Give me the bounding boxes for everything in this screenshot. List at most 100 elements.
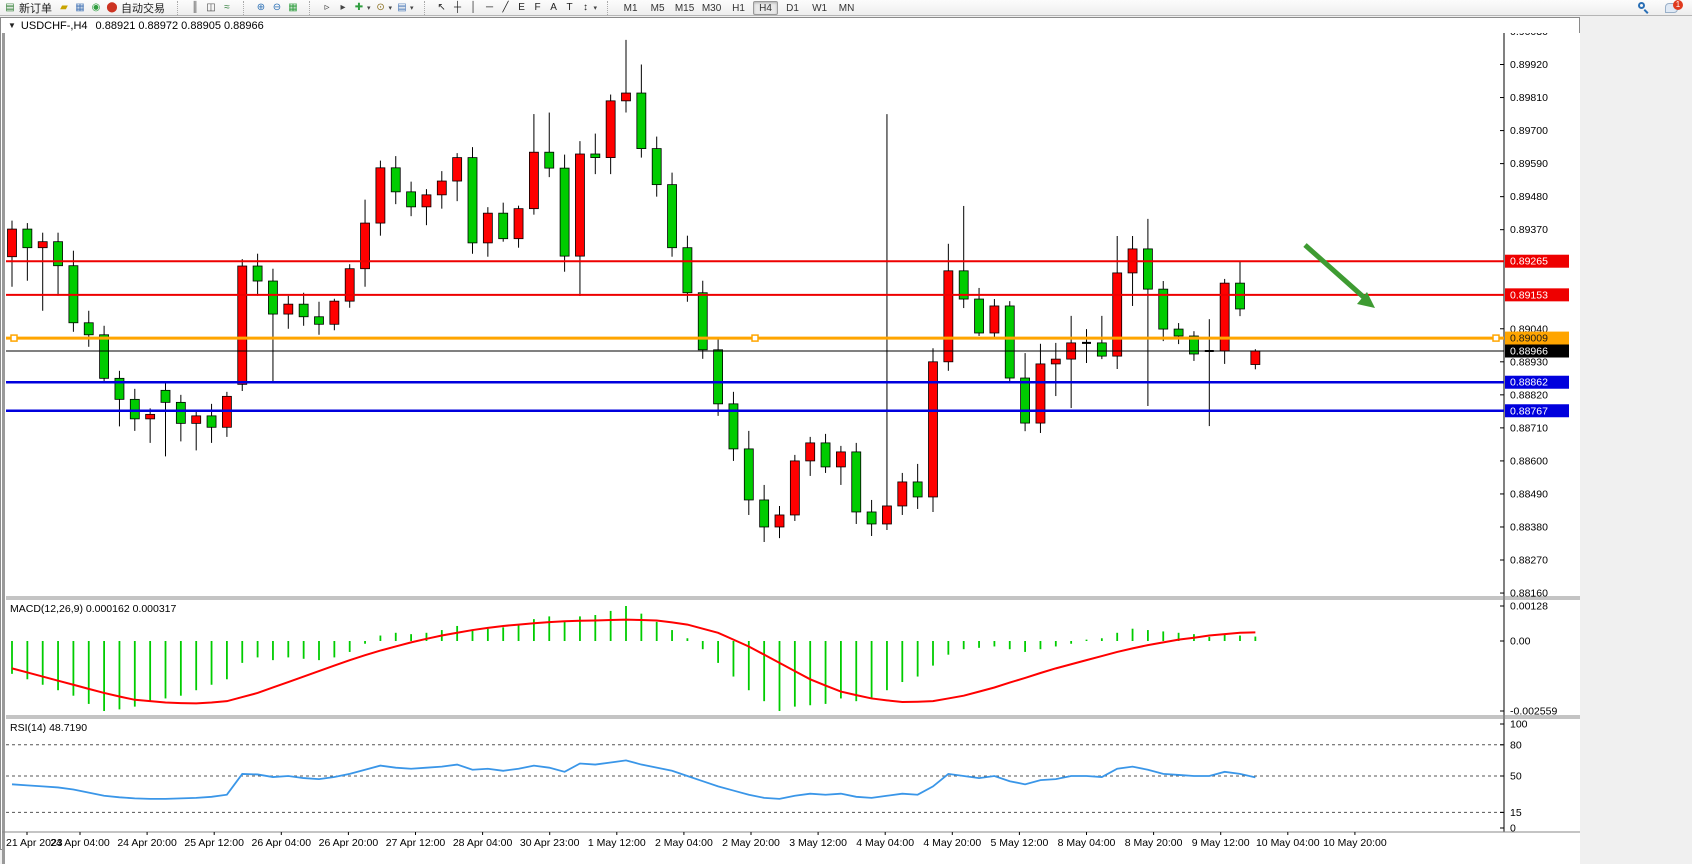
timeframe-button-m15[interactable]: M15 [674, 2, 695, 14]
profile-window-icon[interactable]: ▦ [75, 2, 85, 13]
arrows-tool-icon[interactable]: ↕ [583, 2, 589, 13]
timeframe-button-mn[interactable]: MN [838, 2, 855, 14]
horizontal-line-icon[interactable]: ─ [486, 2, 494, 13]
bull-candle [774, 514, 785, 528]
timeframe-button-m30[interactable]: M30 [701, 2, 722, 14]
bull-candle [329, 300, 340, 325]
bull-candle [37, 241, 48, 249]
tile-windows-icon[interactable]: ▦ [288, 2, 298, 13]
text-label-icon[interactable]: T [566, 2, 573, 13]
chart-title-bar[interactable]: ▼ USDCHF-,H4 0.88921 0.88972 0.88905 0.8… [2, 19, 1578, 32]
bull-candle [283, 303, 294, 315]
line-chart-icon[interactable]: ≈ [224, 2, 230, 13]
crosshair-icon[interactable]: ┼ [454, 2, 462, 13]
timeframe-button-d1[interactable]: D1 [786, 2, 799, 14]
new-order-icon[interactable]: ▤ [5, 2, 15, 13]
bull-candle [1035, 363, 1046, 424]
bull-candle [1050, 358, 1061, 365]
bull-candle [344, 268, 355, 302]
toolbar-separator [607, 0, 612, 15]
bull-candle [237, 265, 248, 385]
template-icon[interactable]: ▤ [397, 2, 407, 13]
bear-candle [820, 442, 831, 468]
price-tag-label: 0.88767 [1510, 405, 1548, 417]
price-axis-label: 0.89370 [1510, 224, 1548, 236]
cursor-icon[interactable]: ↖ [437, 2, 446, 13]
chat-icon[interactable]: 1 [1665, 0, 1683, 13]
chart-shift-icon[interactable]: ▸ [340, 2, 346, 13]
toolbar-separator [309, 0, 314, 15]
bear-candle [974, 298, 984, 334]
time-axis-label: 4 May 04:00 [856, 837, 914, 849]
bull-candle [7, 228, 17, 258]
bull-candle [897, 481, 908, 507]
bull-candle [928, 361, 938, 498]
search-icon[interactable] [1638, 2, 1649, 14]
bar-chart-icon[interactable]: ║ [191, 2, 199, 13]
signal-icon[interactable]: ◉ [91, 2, 101, 13]
timeframe-button-h1[interactable]: H1 [732, 2, 745, 14]
chart-canvas[interactable]: 0.90030 0.89920 0.89810 0.89700 0.89590 0.894… [2, 33, 1580, 864]
line-handle[interactable] [751, 334, 759, 342]
bear-candle [667, 184, 677, 249]
indicators-add-icon[interactable]: ✚ [354, 2, 364, 13]
bull-candle [789, 460, 800, 516]
price-tag [1505, 331, 1569, 345]
chevron-down-icon[interactable]: ▼ [8, 21, 16, 30]
bear-candle [298, 303, 309, 318]
price-axis-label: 0.88710 [1510, 422, 1548, 434]
rsi-label: RSI(14) 48.7190 [10, 722, 87, 734]
trendline-icon[interactable]: ╱ [502, 2, 509, 13]
line-handle[interactable] [10, 334, 18, 342]
autotrade-label[interactable]: 自动交易 [121, 2, 165, 15]
price-tag-label: 0.89009 [1510, 333, 1548, 345]
candlestick-chart-icon[interactable]: ◫ [206, 2, 216, 13]
period-clock-icon[interactable]: ⊙ [376, 2, 385, 13]
zoom-in-icon[interactable]: ⊕ [256, 2, 266, 13]
zoom-out-icon[interactable]: ⊖ [272, 2, 282, 13]
arrows-tool-icon-dropdown[interactable]: ▾ [593, 4, 598, 12]
bull-candle [575, 153, 585, 257]
line-handle[interactable] [1492, 334, 1500, 342]
time-axis-label: 24 Apr 20:00 [117, 837, 177, 849]
macd-axis-label: 0.00 [1510, 636, 1531, 648]
time-axis-label: 2 May 20:00 [722, 837, 780, 849]
trend-arrow-head[interactable] [1357, 292, 1375, 308]
price-tag-label: 0.88862 [1510, 377, 1548, 389]
trend-arrow[interactable] [1303, 243, 1370, 303]
bear-candle [743, 448, 754, 501]
timeframe-button-w1[interactable]: W1 [812, 2, 828, 14]
bear-candle [390, 167, 401, 193]
macd-axis-label: -0.002559 [1510, 705, 1557, 717]
vertical-line-icon[interactable]: │ [470, 2, 477, 13]
timeframe-button-m1[interactable]: M1 [623, 2, 638, 14]
bear-candle [958, 270, 969, 300]
indicators-add-icon-dropdown[interactable]: ▾ [367, 4, 371, 12]
candlestick-series [7, 39, 1261, 542]
fibo-fan-icon[interactable]: F [534, 2, 541, 13]
bear-candle [1004, 305, 1015, 379]
timeframe-button-h4[interactable]: H4 [753, 0, 779, 15]
fibo-icon[interactable]: E [518, 2, 525, 13]
bear-candle [713, 349, 723, 405]
highlighter-icon[interactable]: ▰ [60, 2, 68, 13]
scroll-to-end-icon[interactable]: ▹ [324, 2, 330, 13]
bear-candle [1158, 288, 1169, 330]
timeframe-button-m5[interactable]: M5 [650, 2, 665, 14]
text-icon[interactable]: A [550, 2, 557, 13]
time-axis-label: 30 Apr 23:00 [520, 837, 580, 849]
time-axis-label: 9 May 12:00 [1192, 837, 1250, 849]
template-icon-dropdown[interactable]: ▾ [410, 4, 414, 12]
rsi-axis-label: 15 [1510, 807, 1522, 819]
price-tag [1505, 375, 1569, 389]
bull-candle [191, 415, 202, 424]
bull-candle [943, 270, 954, 363]
rsi-line [11, 759, 1256, 800]
new-order-label[interactable]: 新订单 [19, 2, 52, 15]
time-axis-label: 8 May 04:00 [1058, 837, 1116, 849]
time-axis-label: 8 May 20:00 [1125, 837, 1183, 849]
price-tag [1505, 254, 1569, 268]
price-axis-label: 0.89920 [1510, 59, 1548, 71]
period-clock-icon-dropdown[interactable]: ▾ [388, 4, 393, 12]
autotrade-icon[interactable]: ⬤ [106, 2, 118, 13]
